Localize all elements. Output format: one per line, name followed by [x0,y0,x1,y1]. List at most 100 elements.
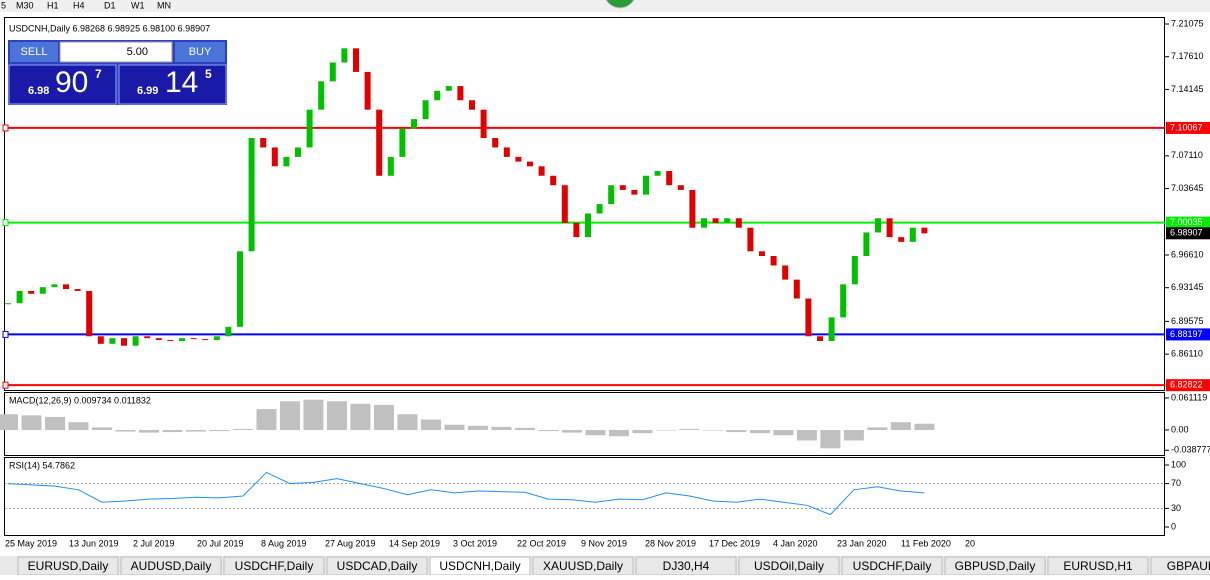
lots-input[interactable] [59,41,173,63]
histogram-bar [209,429,230,432]
timeframe-button[interactable]: M30 [16,0,34,10]
sell-button[interactable] [10,42,58,62]
candle [283,156,290,167]
candle [886,218,893,238]
timeframe-button[interactable]: H1 [47,0,59,10]
level-handle [2,330,9,338]
y-tick-label: 6.96610 [1171,249,1204,259]
histogram-bar [514,427,535,430]
candle [527,161,533,167]
bid-point: 7 [95,67,102,81]
candle [793,279,800,299]
histogram-bar [444,424,465,430]
histogram-bar [0,414,18,430]
candle [701,218,707,228]
candle [782,265,789,280]
candle [144,336,151,339]
candle [387,156,394,176]
histogram-bar [256,409,277,430]
tab-label[interactable]: AUDUSD,Daily [131,559,212,573]
candle [260,138,267,148]
sell-label[interactable]: SELL [21,46,48,58]
bid-box[interactable] [8,64,117,105]
candle [492,138,499,148]
candle [712,218,719,223]
timeframe-button[interactable]: H4 [73,0,85,10]
histogram-bar [397,414,418,430]
candle [364,71,371,110]
x-tick-label: 4 Jan 2020 [773,538,818,548]
histogram-bar [279,401,300,430]
histogram-bar [796,429,817,441]
y-tick-label: 100 [1171,459,1186,469]
level-handle [2,124,9,132]
tab-label[interactable]: USDCAD,Daily [337,559,418,573]
histogram-bar [914,423,935,430]
candle [654,171,661,176]
candle [271,147,278,167]
bid-big: 6.98 [28,85,49,97]
tab-label[interactable]: EURUSD,H1 [1063,559,1133,573]
histogram-bar [749,429,770,434]
lots-value[interactable]: 5.00 [127,46,148,58]
candle [747,227,754,252]
bid-pips: 90 [55,66,88,99]
histogram-bar [632,429,653,434]
tab-label[interactable]: XAUUSD,Daily [543,559,623,573]
tab-label[interactable]: DJ30,H4 [663,559,710,573]
histogram-bar [162,429,183,433]
histogram-bar [68,422,89,430]
y-tick-label: 0 [1171,521,1176,531]
histogram-bar [773,429,794,436]
candle [735,218,742,228]
histogram-bar [561,429,582,433]
y-tick-label: 7.17610 [1171,51,1204,61]
candle [190,338,197,340]
candle [329,62,336,82]
candle [213,336,220,341]
timeframe-button[interactable]: D1 [104,0,116,10]
level-label: 6.82822 [1170,380,1203,390]
buy-button[interactable] [175,42,225,62]
candle [724,218,731,223]
y-tick-label: 30 [1171,503,1181,513]
y-tick-label: 70 [1171,478,1181,488]
candle [596,204,603,214]
buy-label[interactable]: BUY [189,46,212,58]
timeframe-button[interactable]: W1 [131,0,145,10]
tab-label[interactable]: GBPAUD,H1 [1167,559,1210,573]
candle [666,171,673,186]
y-tick-label: 7.03645 [1171,183,1204,193]
y-tick-label: 6.93145 [1171,282,1204,292]
candle [608,185,615,205]
candle [248,138,255,252]
histogram-bar [350,403,371,430]
tab-label[interactable]: USDCHF,Daily [853,559,932,573]
histogram-bar [608,429,629,437]
histogram-bar [585,429,606,436]
y-tick-label: 6.86110 [1171,348,1203,358]
candle [5,303,11,305]
tab-label[interactable]: USDOil,Daily [754,559,824,573]
histogram-bar [115,429,136,432]
tab-label[interactable]: GBPUSD,Daily [955,559,1036,573]
ask-box[interactable] [118,64,227,105]
candle [689,189,696,228]
histogram-bar [890,422,911,430]
candle [643,175,649,195]
histogram-bar [232,428,253,430]
histogram-bar [326,401,347,430]
tab-label[interactable]: EURUSD,Daily [28,559,109,573]
ask-pips: 14 [165,66,198,99]
timeframe-button[interactable]: 5 [1,0,6,10]
candle [109,338,116,344]
candle [132,336,139,346]
y-tick-label: 6.89575 [1171,316,1204,326]
candle [538,166,545,176]
candle [909,227,916,242]
tab-label[interactable]: USDCHF,Daily [235,559,314,573]
timeframe-button[interactable]: MN [157,0,171,10]
tab-label[interactable]: USDCNH,Daily [439,559,520,573]
